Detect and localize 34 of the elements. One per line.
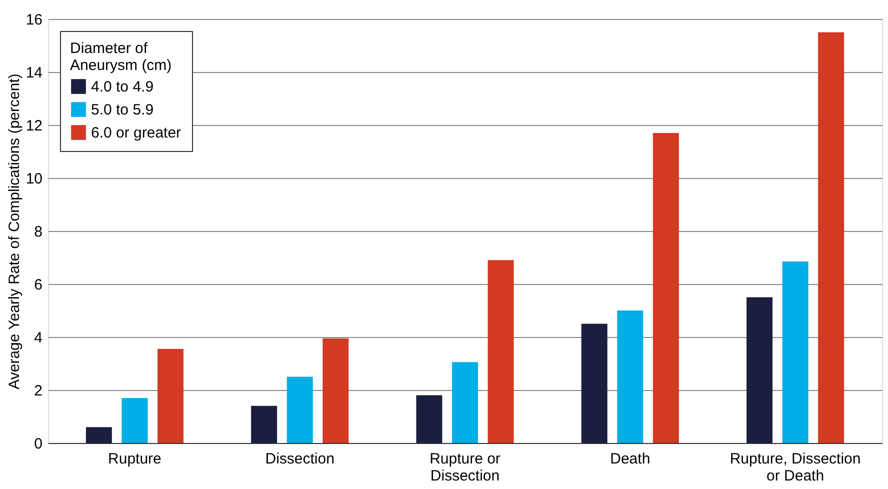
legend-label: 6.0 or greater [91, 124, 182, 142]
y-tick-label: 0 [34, 436, 42, 452]
x-tick-label: Dissection [265, 450, 334, 468]
y-tick-label: 16 [26, 12, 42, 28]
bar [818, 32, 844, 443]
bar [581, 324, 608, 443]
x-tick-label: Rupture [108, 450, 162, 468]
bar [86, 427, 112, 443]
bar [286, 376, 313, 443]
x-tick-label: Rupture or Dissection [430, 450, 500, 484]
bar [251, 406, 278, 443]
y-tick-label: 4 [34, 330, 42, 346]
y-tick-label: 6 [34, 276, 42, 294]
y-axis-title: Average Yearly Rate of Complications (percent) [6, 74, 23, 390]
legend-title: Diameter of Aneurysm (cm) [70, 40, 172, 74]
bar [488, 260, 514, 443]
y-tick-label: 14 [26, 64, 42, 82]
y-tick-label: 2 [34, 382, 42, 400]
bar [416, 395, 442, 443]
legend-label: 5.0 to 5.9 [91, 102, 154, 118]
bar [322, 338, 349, 443]
bar [122, 398, 148, 443]
bar [617, 310, 644, 443]
x-tick-label: Death [610, 450, 650, 468]
bar [452, 362, 478, 443]
y-tick-label: 8 [34, 224, 42, 240]
bar [652, 132, 679, 443]
legend-label: 4.0 to 4.9 [91, 78, 154, 96]
bar [782, 261, 808, 443]
x-tick-label: Rupture, Dissection or Death [730, 450, 861, 484]
bar [157, 348, 184, 443]
bar [746, 297, 773, 443]
y-tick-label: 12 [26, 118, 42, 134]
y-tick-label: 10 [26, 170, 42, 188]
